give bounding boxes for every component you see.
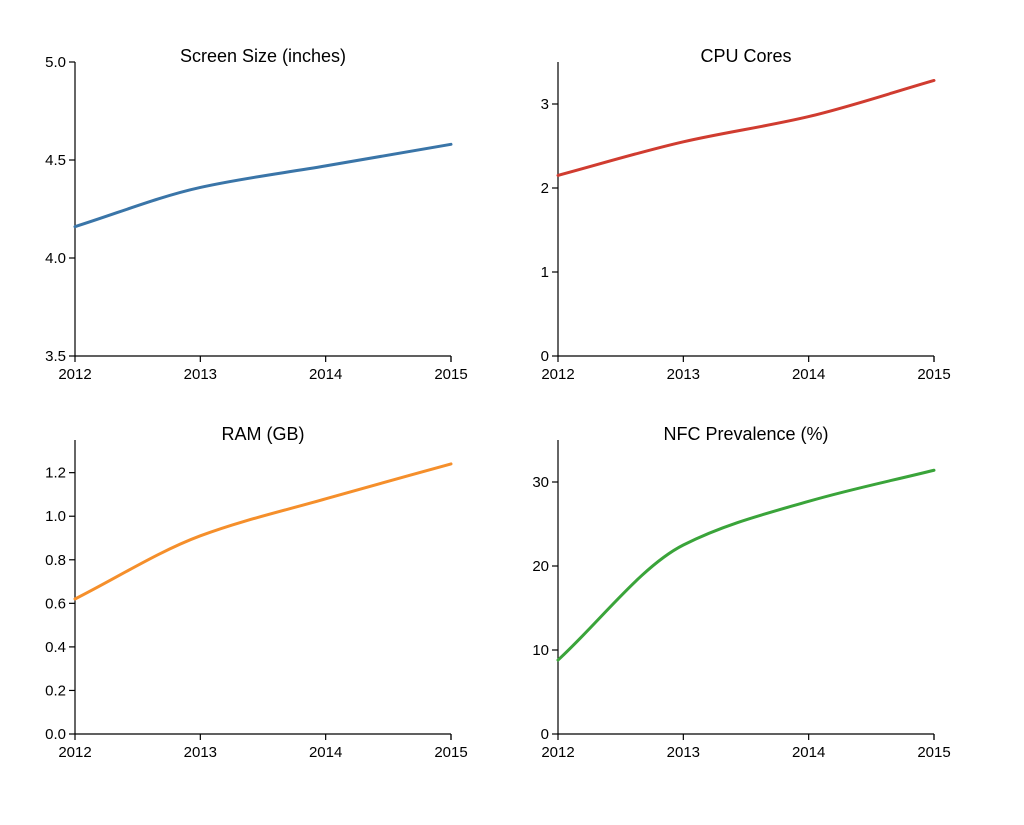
nfc-prevalence-panel: NFC Prevalence (%) 0 10 20 30 2012 2013 2014 201… (532, 424, 950, 761)
nfc-prevalence-y-tick-label: 30 (532, 474, 549, 491)
cpu-cores-y-tick-label: 0 (541, 348, 549, 365)
ram-x-tick-label: 2012 (58, 744, 91, 761)
nfc-prevalence-y-tick-label: 20 (532, 558, 549, 575)
screen-size-series-line (73, 142, 453, 229)
ram-y-tick-label: 0.6 (45, 595, 66, 612)
nfc-prevalence-y-tick-label: 10 (532, 642, 549, 659)
ram-y-tick-label: 0.2 (45, 682, 66, 699)
screen-size-y-tick-label: 3.5 (45, 348, 66, 365)
cpu-cores-x-tick-label: 2014 (792, 366, 825, 383)
screen-size-title: Screen Size (inches) (180, 46, 346, 66)
cpu-cores-title: CPU Cores (700, 46, 791, 66)
cpu-cores-series-line (556, 78, 936, 177)
screen-size-x-tick-label: 2012 (58, 366, 91, 383)
ram-series-line (73, 462, 453, 601)
nfc-prevalence-x-tick-label: 2012 (541, 744, 574, 761)
ram-x-tick-label: 2015 (434, 744, 467, 761)
ram-title: RAM (GB) (222, 424, 305, 444)
cpu-cores-x-tick-label: 2015 (917, 366, 950, 383)
nfc-prevalence-y-tick-label: 0 (541, 726, 549, 743)
cpu-cores-y-tick-label: 1 (541, 264, 549, 281)
nfc-prevalence-x-tick-label: 2014 (792, 744, 825, 761)
cpu-cores-y-tick-label: 3 (541, 96, 549, 113)
ram-y-tick-label: 1.0 (45, 508, 66, 525)
ram-x-tick-label: 2013 (184, 744, 217, 761)
ram-y-tick-label: 0.0 (45, 726, 66, 743)
nfc-prevalence-series-line (556, 468, 936, 662)
nfc-prevalence-x-tick-label: 2013 (667, 744, 700, 761)
nfc-prevalence-title: NFC Prevalence (%) (663, 424, 828, 444)
cpu-cores-y-tick-label: 2 (541, 180, 549, 197)
ram-y-tick-label: 0.4 (45, 639, 66, 656)
screen-size-y-tick-label: 5.0 (45, 54, 66, 71)
cpu-cores-x-tick-label: 2013 (667, 366, 700, 383)
ram-y-tick-label: 1.2 (45, 465, 66, 482)
screen-size-x-tick-label: 2015 (434, 366, 467, 383)
cpu-cores-panel: CPU Cores 0 1 2 3 2012 2013 2014 2015 (541, 46, 951, 383)
ram-y-tick-label: 0.8 (45, 552, 66, 569)
screen-size-y-tick-label: 4.0 (45, 250, 66, 267)
screen-size-y-tick-label: 4.5 (45, 152, 66, 169)
nfc-prevalence-x-tick-label: 2015 (917, 744, 950, 761)
screen-size-panel: Screen Size (inches) 3.5 4.0 4.5 5.0 2012 2013… (45, 46, 468, 383)
screen-size-x-tick-label: 2014 (309, 366, 342, 383)
ram-x-tick-label: 2014 (309, 744, 342, 761)
cpu-cores-x-tick-label: 2012 (541, 366, 574, 383)
ram-panel: RAM (GB) 0.0 0.2 0.4 0.6 0.8 1.0 1.2 2012 2013 201… (45, 424, 468, 761)
screen-size-x-tick-label: 2013 (184, 366, 217, 383)
